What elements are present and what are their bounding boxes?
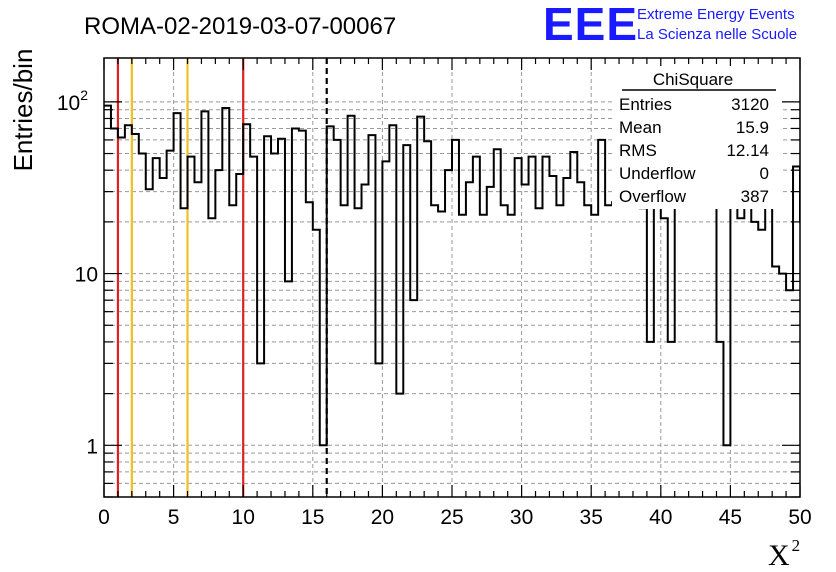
x-tick-label: 40 (649, 506, 672, 529)
logo-line-1: Extreme Energy Events (637, 6, 795, 23)
stats-row-value: 15.9 (736, 118, 769, 137)
x-tick-label: 10 (232, 506, 255, 529)
stats-row-label: RMS (619, 141, 657, 160)
grid (104, 58, 800, 498)
x-tick-label: 50 (788, 506, 811, 529)
x-tick-label: 20 (371, 506, 394, 529)
logo-mark: EEE (543, 0, 638, 50)
stats-row-value: 3120 (731, 95, 769, 114)
x-tick-label: 45 (719, 506, 742, 529)
stats-row-label: Entries (619, 95, 672, 114)
stats-row-label: Overflow (619, 187, 687, 206)
stats-row-label: Mean (619, 118, 662, 137)
x-tick-label: 25 (440, 506, 463, 529)
histogram-series (104, 104, 800, 447)
y-tick-label: 1 (86, 435, 98, 458)
x-tick-label: 30 (510, 506, 533, 529)
x-tick-label: 5 (168, 506, 180, 529)
axis-ticks: 0 5 10 15 20 25 30 35 40 45 50 1 10 102 (57, 58, 812, 529)
chart-title: ROMA-02-2019-03-07-00067 (84, 13, 396, 40)
stats-title: ChiSquare (653, 70, 733, 89)
logo-line-2: La Scienza nelle Scuole (637, 26, 797, 43)
x-tick-label: 0 (98, 506, 110, 529)
x-tick-label: 15 (301, 506, 324, 529)
stats-row-value: 12.14 (726, 141, 769, 160)
x-tick-label: 35 (580, 506, 603, 529)
stats-row-label: Underflow (619, 164, 696, 183)
y-axis-label: Entries/bin (8, 49, 38, 172)
y-tick-label: 102 (57, 87, 88, 115)
eee-logo: EEE Extreme Energy Events La Scienza nel… (543, 0, 797, 50)
stats-box: ChiSquare Entries 3120 Mean 15.9 RMS 12.14 Und… (612, 66, 782, 209)
stats-row-value: 387 (741, 187, 769, 206)
y-tick-label: 10 (75, 264, 98, 287)
stats-row-value: 0 (760, 164, 769, 183)
